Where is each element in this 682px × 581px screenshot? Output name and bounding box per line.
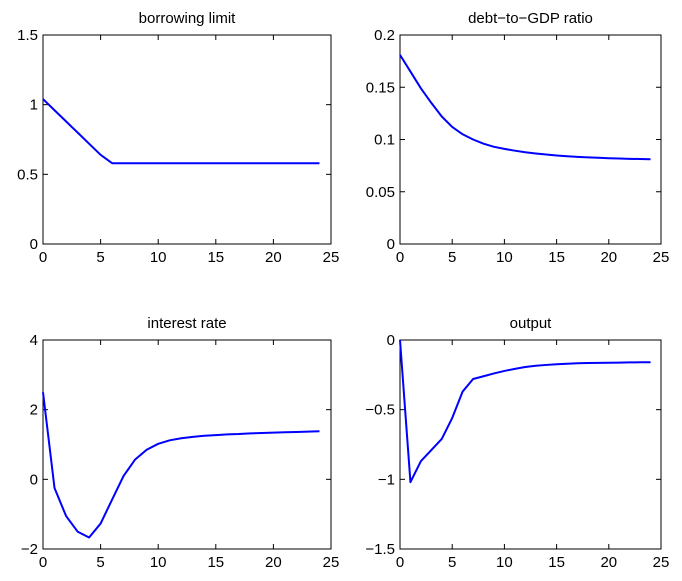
- y-tick-label: 1: [30, 97, 38, 114]
- axes-frame: [42, 339, 332, 550]
- x-tick-label: 15: [207, 554, 224, 571]
- y-tick-label: 4: [30, 332, 38, 349]
- y-tick-label: −1.5: [365, 541, 395, 558]
- y-tick-label: 2: [30, 402, 38, 419]
- x-tick-label: 25: [323, 554, 340, 571]
- x-tick-label: 0: [396, 249, 404, 266]
- axes-frame: [399, 339, 662, 550]
- x-tick-label: 15: [207, 249, 224, 266]
- series-line: [399, 54, 651, 161]
- x-tick-label: 0: [396, 554, 404, 571]
- y-tick-label: 0.5: [17, 166, 38, 183]
- y-tick-label: 0.2: [374, 27, 395, 44]
- panel-4: output 0 5 10 15 20 25 −1.5 −1 −0.5 0: [365, 315, 669, 571]
- x-tick-label: 5: [448, 554, 456, 571]
- y-tick-label: −1: [378, 471, 395, 488]
- x-tick-label: 15: [548, 554, 565, 571]
- y-tick-label: 0.15: [366, 79, 395, 96]
- x-tick-label: 25: [653, 249, 670, 266]
- x-tick-label: 10: [496, 249, 513, 266]
- y-tick-label: 0: [387, 332, 395, 349]
- x-tick-label: 20: [265, 554, 282, 571]
- x-tick-label: 0: [39, 554, 47, 571]
- panel-title: debt−to−GDP ratio: [468, 10, 593, 27]
- x-tick-label: 0: [39, 249, 47, 266]
- x-tick-label: 5: [96, 249, 104, 266]
- x-tick-label: 10: [150, 554, 167, 571]
- y-tick-label: 0.1: [374, 132, 395, 149]
- x-tick-label: 20: [265, 249, 282, 266]
- panel-title: interest rate: [147, 315, 226, 332]
- y-tick-label: 0: [30, 471, 38, 488]
- y-tick-label: 0: [30, 236, 38, 253]
- y-tick-label: 0.05: [366, 184, 395, 201]
- x-tick-label: 5: [448, 249, 456, 266]
- x-tick-label: 15: [548, 249, 565, 266]
- x-tick-label: 25: [323, 249, 340, 266]
- axes-frame: [42, 34, 332, 245]
- x-tick-label: 5: [96, 554, 104, 571]
- series-line: [399, 339, 651, 484]
- y-tick-label: −0.5: [365, 402, 395, 419]
- x-tick-label: 25: [653, 554, 670, 571]
- panel-1: borrowing limit 0 5 10 15 20 25 0 0.5 1 1.5: [17, 10, 339, 266]
- axes-frame: [399, 34, 662, 245]
- y-tick-label: 1.5: [17, 27, 38, 44]
- y-tick-label: 0: [387, 236, 395, 253]
- panel-title: output: [510, 315, 553, 332]
- x-tick-label: 20: [600, 554, 617, 571]
- series-line: [42, 98, 320, 165]
- y-tick-label: −2: [21, 541, 38, 558]
- panel-2: debt−to−GDP ratio 0 5 10 15 20 25 0 0.05 0.1 0.15 0…: [366, 10, 670, 266]
- panel-title: borrowing limit: [139, 10, 237, 27]
- series-line: [42, 392, 320, 539]
- x-tick-label: 10: [150, 249, 167, 266]
- x-tick-label: 20: [600, 249, 617, 266]
- x-tick-label: 10: [496, 554, 513, 571]
